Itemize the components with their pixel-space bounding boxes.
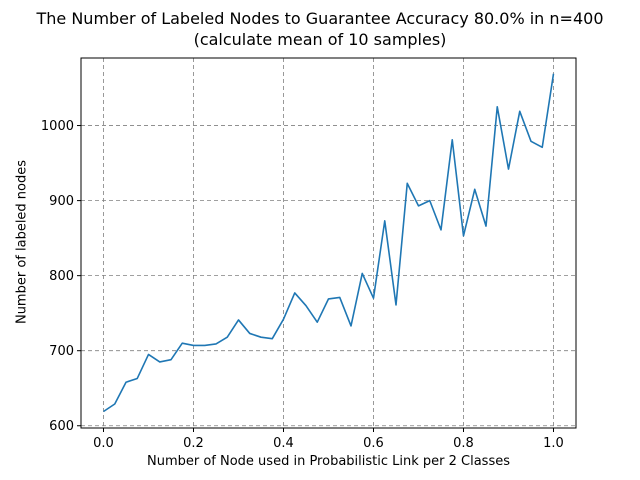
chart-title: The Number of Labeled Nodes to Guarantee… [36,9,604,28]
grid-lines [81,58,576,428]
x-tick-label: 0.6 [363,436,384,451]
y-tick-label: 700 [49,344,74,359]
tick-layer: 0.0 0.2 0.4 0.6 0.8 1.0 600 700 800 900 1000 [41,119,564,451]
x-tick-label: 0.2 [183,436,204,451]
x-axis-label: Number of Node used in Probabilistic Lin… [146,454,510,469]
y-tick-label: 800 [49,269,74,284]
y-tick-label: 900 [49,194,74,209]
series-line [103,73,555,413]
x-tick-label: 0.8 [453,436,474,451]
x-tick-label: 0.4 [273,436,294,451]
chart-subtitle: (calculate mean of 10 samples) [193,30,447,49]
x-tick-label: 1.0 [543,436,564,451]
axes-frame [80,57,577,429]
y-tick-label: 600 [49,419,74,434]
y-axis-label: Number of labeled nodes [14,159,30,325]
y-tick-label: 1000 [41,119,74,134]
x-tick-label: 0.0 [93,436,114,451]
series-layer [103,73,555,413]
